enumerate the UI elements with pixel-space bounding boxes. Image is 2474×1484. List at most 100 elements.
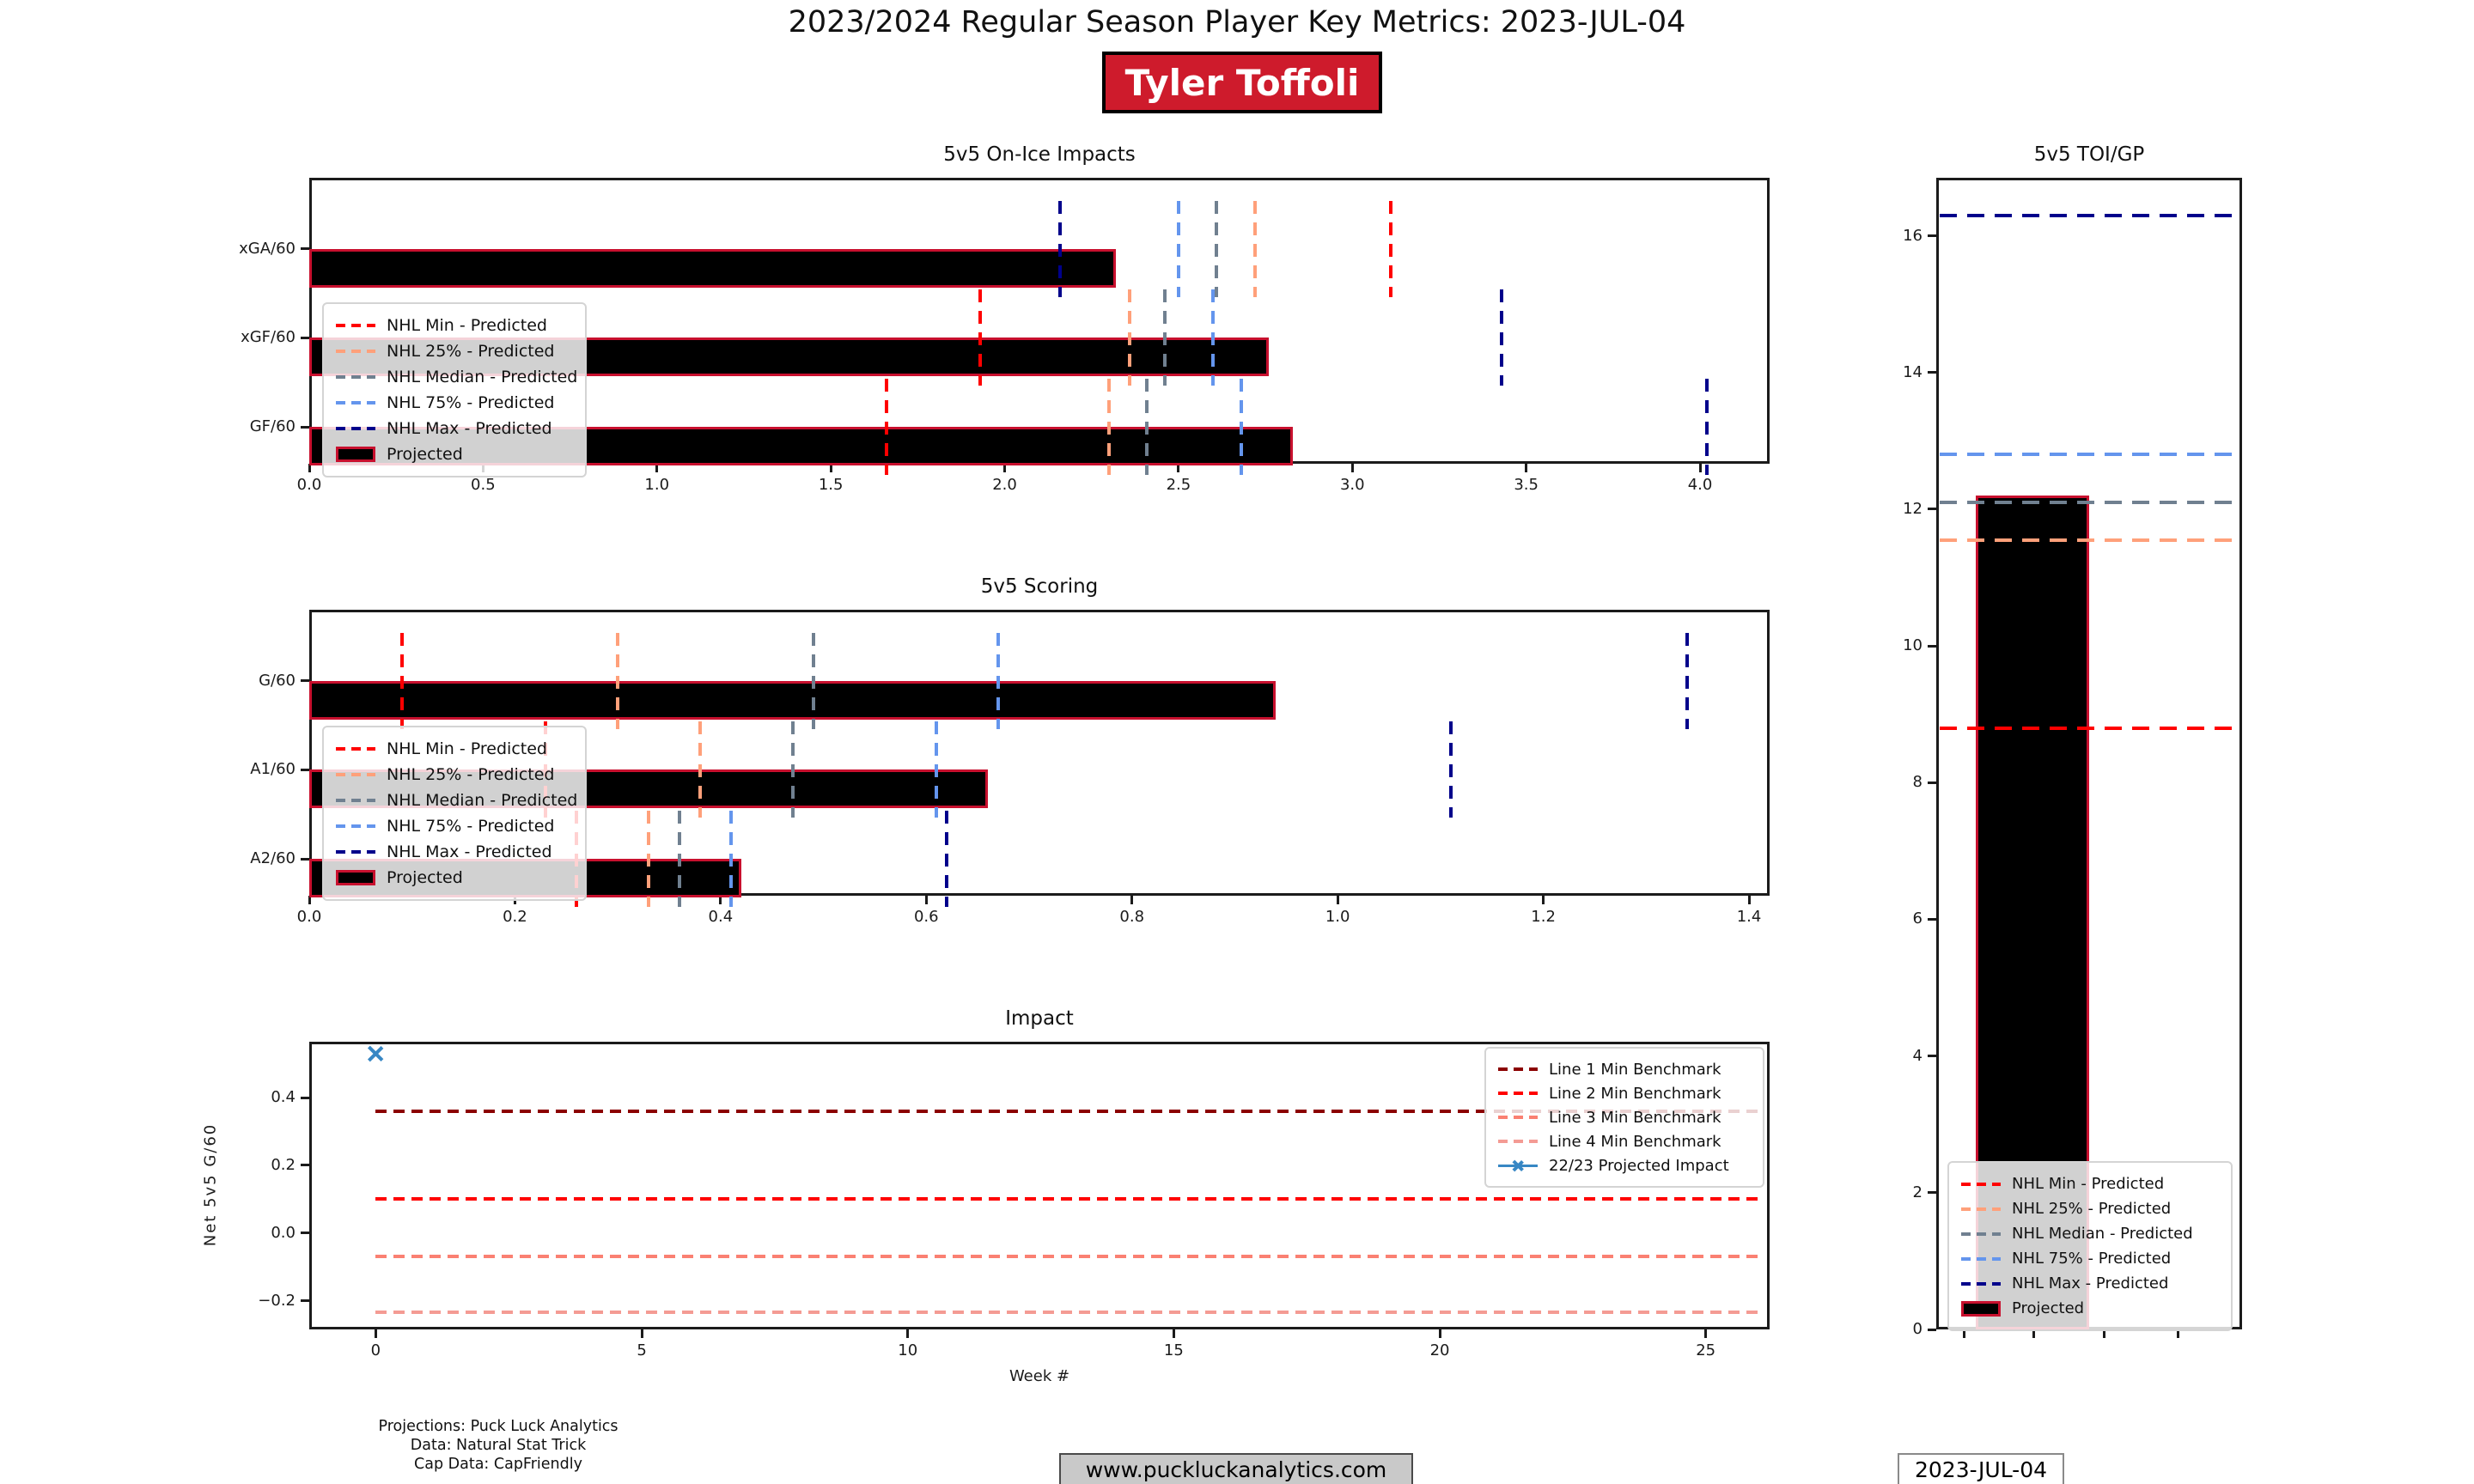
toi-y-tick	[1928, 781, 1936, 784]
impact-x-tick-label: 5	[637, 1341, 647, 1359]
on_ice-max-marker	[1500, 289, 1504, 386]
toi-y-tick-label: 8	[1912, 773, 1923, 792]
legend-entry: NHL 75% - Predicted	[336, 390, 573, 416]
impact-y-tick	[301, 1299, 309, 1302]
legend-label: Projected	[387, 868, 463, 887]
impact-y-tick-label: −0.2	[258, 1291, 296, 1310]
legend-label: Line 1 Min Benchmark	[1549, 1060, 1721, 1079]
scoring-plot-area	[309, 610, 1770, 896]
toi-x-tick	[2032, 1329, 2036, 1338]
toi-min-line	[1940, 726, 2239, 730]
scoring-max-marker	[1685, 632, 1690, 729]
toi-median-line	[1940, 501, 2239, 505]
legend-entry: NHL 75% - Predicted	[1961, 1246, 2219, 1271]
p25-dash-sample	[1961, 1207, 2001, 1211]
toi-max-line	[1940, 213, 2239, 217]
scoring-median-marker	[790, 721, 795, 818]
impact-x-tick	[640, 1329, 643, 1338]
projected-bar-sample	[336, 870, 375, 885]
on_ice-median-marker	[1162, 289, 1167, 386]
scoring-y-tick-label: A2/60	[250, 849, 296, 868]
toi-y-tick-label: 16	[1903, 226, 1923, 245]
toi-y-tick	[1928, 644, 1936, 648]
on_ice-x-tick-label: 0.5	[471, 476, 496, 494]
player-name-badge: Tyler Toffoli	[1102, 52, 1382, 113]
legend-entry: Projected	[1961, 1296, 2219, 1321]
on_ice-p25-marker	[1106, 379, 1111, 476]
impact-y-tick-label: 0.2	[271, 1155, 296, 1174]
toi-chart-title: 5v5 TOI/GP	[2033, 143, 2145, 166]
toi-y-tick-label: 2	[1912, 1183, 1923, 1201]
impact-y-axis-label: Net 5v5 G/60	[201, 1122, 220, 1246]
on_ice-x-tick-label: 3.5	[1514, 476, 1539, 494]
p75-dash-sample	[336, 401, 375, 404]
impact-x-tick-label: 10	[898, 1341, 918, 1359]
on_ice-x-tick-label: 3.0	[1339, 476, 1365, 494]
toi-y-tick-label: 0	[1912, 1320, 1923, 1338]
scoring-x-tick-label: 0.0	[296, 908, 322, 926]
on_ice-median-marker	[1145, 379, 1149, 476]
legend-label: NHL Max - Predicted	[387, 419, 552, 438]
scoring-x-tick	[924, 896, 928, 904]
legend-entry: NHL Max - Predicted	[336, 839, 573, 865]
impact-x-tick	[906, 1329, 910, 1338]
on_ice-p75-marker	[1211, 289, 1216, 386]
on_ice-x-tick	[1350, 464, 1354, 472]
legend-entry: NHL Min - Predicted	[1961, 1171, 2219, 1196]
on_ice-y-tick	[301, 336, 309, 339]
on_ice-max-marker	[1058, 200, 1063, 297]
date-box: 2023-JUL-04	[1898, 1453, 2064, 1484]
impact-chart-title: Impact	[1005, 1007, 1074, 1030]
footer-credits: Projections: Puck Luck Analytics Data: N…	[356, 1417, 640, 1474]
scoring-median-marker	[811, 632, 815, 729]
impact-x-tick	[1438, 1329, 1441, 1338]
scoring-p75-marker	[728, 811, 733, 908]
on_ice-p75-marker	[1176, 200, 1180, 297]
legend-label: NHL 25% - Predicted	[2012, 1200, 2172, 1218]
max-dash-sample	[336, 427, 375, 430]
legend-label: Line 4 Min Benchmark	[1549, 1132, 1721, 1151]
p25-dash-sample	[336, 350, 375, 353]
median-dash-sample	[336, 375, 375, 379]
on_ice-x-tick	[1003, 464, 1007, 472]
median-dash-sample	[336, 799, 375, 802]
impact-benchmark-line-2	[375, 1197, 1759, 1201]
scoring-x-tick	[1542, 896, 1545, 904]
toi-y-tick-label: 6	[1912, 909, 1923, 928]
benchmark-4-dash-sample	[1498, 1140, 1538, 1143]
on_ice-median-marker	[1215, 200, 1219, 297]
scoring-y-tick-label: G/60	[259, 671, 296, 690]
legend-label: NHL 75% - Predicted	[387, 393, 555, 412]
median-dash-sample	[1961, 1232, 2001, 1236]
toi-y-tick-label: 12	[1903, 499, 1923, 518]
on_ice-x-tick-label: 4.0	[1687, 476, 1713, 494]
legend-entry: NHL 25% - Predicted	[1961, 1196, 2219, 1221]
impact-benchmark-line-3	[375, 1255, 1759, 1259]
on_ice-x-tick	[1177, 464, 1180, 472]
scoring-chart-title: 5v5 Scoring	[980, 575, 1099, 598]
impact-benchmark-line-1	[375, 1109, 1759, 1113]
legend-entry: NHL Min - Predicted	[336, 313, 573, 338]
legend-label: NHL 75% - Predicted	[2012, 1250, 2172, 1268]
impact-x-tick	[374, 1329, 377, 1338]
legend-label: Line 3 Min Benchmark	[1549, 1108, 1721, 1127]
toi-y-tick	[1928, 508, 1936, 511]
scoring-x-tick	[308, 896, 311, 904]
projected-bar-sample	[336, 447, 375, 462]
scoring-max-marker	[1448, 721, 1453, 818]
min-dash-sample	[336, 324, 375, 327]
legend-label: Projected	[2012, 1299, 2085, 1317]
legend-entry: Line 2 Min Benchmark	[1498, 1081, 1751, 1105]
scoring-x-tick-label: 1.0	[1325, 908, 1350, 926]
toi-y-tick-label: 14	[1903, 362, 1923, 381]
toi-y-tick	[1928, 234, 1936, 238]
on_ice-y-tick-label: GF/60	[249, 417, 296, 436]
on_ice-y-tick	[301, 247, 309, 251]
scoring-median-marker	[677, 811, 681, 908]
on_ice-min-marker	[1388, 200, 1392, 297]
legend-label: NHL 25% - Predicted	[387, 342, 555, 361]
on_ice-min-marker	[884, 379, 888, 476]
on_ice-x-tick	[655, 464, 659, 472]
on_ice-y-tick	[301, 425, 309, 429]
legend-label: NHL Min - Predicted	[387, 316, 547, 335]
